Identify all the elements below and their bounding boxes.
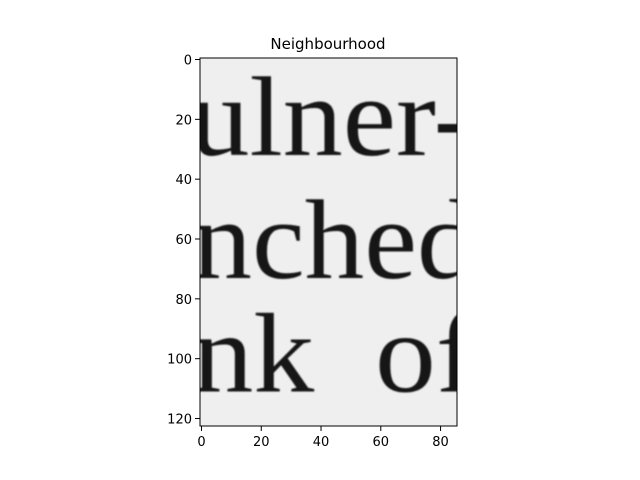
image-text-line-1: ulner- [190, 54, 474, 180]
chart-title: Neighbourhood [270, 35, 385, 53]
y-tick-label: 120 [167, 413, 192, 428]
image-text-line-3: nk of [193, 291, 477, 417]
x-axis: 0 20 40 60 80 [197, 426, 449, 450]
y-tick-label: 40 [175, 173, 192, 188]
x-tick-label: 0 [197, 435, 205, 450]
y-tick-label: 80 [175, 293, 192, 308]
x-tick-label: 80 [432, 435, 449, 450]
y-tick-label: 100 [167, 353, 192, 368]
x-tick-label: 60 [373, 435, 390, 450]
y-tick-label: 0 [184, 53, 192, 68]
y-tick-label: 20 [175, 113, 192, 128]
axes-frame [199, 57, 458, 427]
x-tick-label: 20 [253, 435, 270, 450]
y-tick-label: 60 [175, 233, 192, 248]
y-axis: 0 20 40 60 80 100 120 [167, 53, 200, 428]
image-background [200, 58, 457, 426]
x-tick-label: 40 [313, 435, 330, 450]
image-text-line-2: nched [193, 177, 477, 303]
